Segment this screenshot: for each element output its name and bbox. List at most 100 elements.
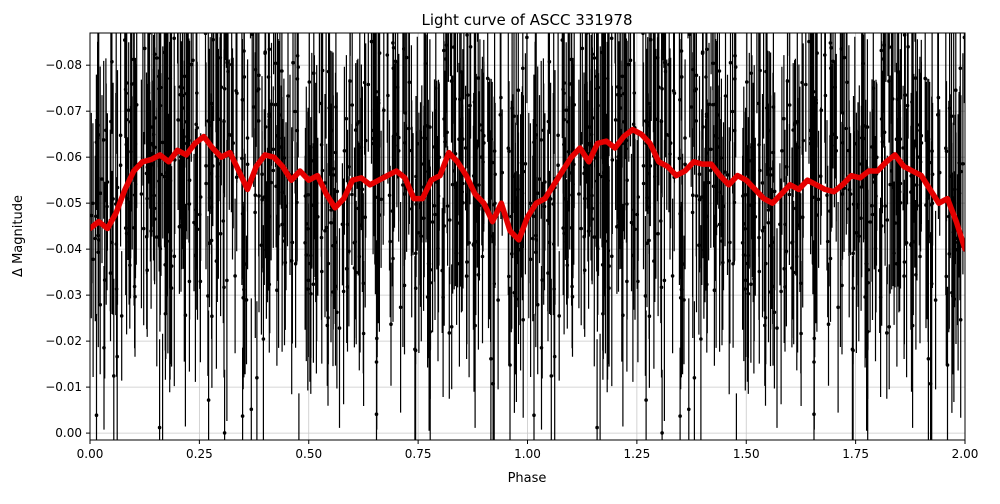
- data-point: [104, 128, 108, 133]
- data-point: [163, 82, 168, 86]
- data-point: [97, 238, 101, 242]
- data-point: [758, 168, 762, 173]
- data-point: [885, 331, 889, 335]
- data-point: [146, 102, 150, 106]
- data-point: [898, 137, 903, 141]
- data-point: [551, 202, 556, 206]
- data-point: [953, 187, 957, 192]
- data-point: [617, 118, 621, 123]
- data-point: [707, 102, 711, 107]
- data-point: [157, 425, 162, 430]
- data-point: [745, 80, 749, 84]
- data-point: [371, 136, 375, 141]
- data-point: [219, 85, 224, 89]
- data-point: [240, 212, 245, 216]
- data-point: [242, 49, 246, 53]
- data-point: [927, 160, 932, 165]
- data-point: [510, 174, 515, 178]
- data-point: [714, 224, 718, 228]
- data-point: [264, 248, 269, 252]
- data-point: [310, 159, 314, 163]
- data-point: [488, 234, 493, 238]
- data-point: [307, 80, 312, 84]
- data-point: [275, 288, 279, 293]
- data-point: [510, 106, 514, 110]
- y-tick-label: −0.02: [45, 334, 82, 348]
- data-point: [100, 177, 104, 181]
- data-point: [492, 149, 497, 153]
- data-point: [914, 273, 918, 277]
- data-point: [215, 174, 220, 179]
- data-point: [449, 79, 454, 83]
- data-point: [452, 169, 457, 173]
- data-point: [112, 374, 116, 378]
- data-point: [910, 100, 914, 104]
- data-point: [166, 164, 170, 168]
- data-point: [149, 229, 153, 233]
- data-point: [423, 61, 428, 66]
- data-point: [269, 102, 274, 107]
- data-point: [152, 132, 156, 137]
- data-point: [407, 126, 411, 131]
- data-point: [944, 149, 949, 153]
- data-point: [692, 88, 697, 93]
- data-point: [222, 87, 227, 91]
- data-point: [145, 196, 149, 201]
- data-point: [692, 376, 697, 380]
- data-point: [363, 138, 368, 143]
- data-point: [118, 133, 123, 138]
- data-point: [709, 168, 713, 173]
- data-point: [772, 189, 777, 194]
- data-point: [391, 66, 396, 71]
- data-point: [662, 60, 667, 65]
- data-point: [184, 91, 189, 96]
- data-point: [589, 144, 593, 148]
- data-point: [906, 45, 910, 49]
- x-axis-ticks: 0.00 0.25 0.50 0.75 1.00 1.25 1.50 1.75 2.00: [77, 440, 978, 461]
- data-point: [430, 220, 435, 224]
- data-point: [328, 127, 333, 132]
- data-point: [480, 254, 485, 259]
- data-point: [782, 116, 786, 121]
- data-point: [452, 45, 456, 49]
- data-point: [590, 193, 594, 198]
- data-point: [353, 128, 358, 132]
- data-point: [374, 412, 379, 417]
- data-point: [371, 128, 375, 133]
- data-point: [476, 273, 481, 277]
- data-point: [607, 264, 611, 268]
- data-point: [197, 212, 202, 217]
- data-point: [457, 137, 461, 141]
- data-point: [345, 222, 350, 227]
- data-point: [610, 158, 615, 162]
- data-point: [515, 187, 520, 192]
- data-point: [332, 246, 337, 251]
- data-point: [132, 284, 137, 289]
- data-point: [620, 74, 624, 79]
- data-point: [404, 55, 409, 60]
- data-point: [804, 82, 808, 87]
- data-point: [746, 292, 751, 296]
- data-point: [280, 190, 285, 194]
- data-point: [741, 194, 745, 198]
- data-point: [448, 218, 452, 222]
- data-point: [879, 48, 884, 53]
- data-point: [709, 147, 713, 152]
- data-point: [182, 74, 187, 79]
- data-point: [333, 240, 338, 244]
- data-point: [923, 76, 927, 81]
- data-point: [652, 259, 656, 263]
- data-point: [245, 136, 250, 140]
- data-point: [482, 141, 486, 145]
- data-point: [668, 141, 673, 145]
- data-point: [161, 140, 165, 145]
- data-point: [268, 214, 272, 219]
- data-point: [372, 107, 377, 112]
- data-point: [719, 156, 724, 160]
- data-point: [101, 138, 106, 142]
- data-point: [475, 201, 480, 206]
- data-point: [592, 56, 597, 60]
- data-point: [119, 314, 124, 318]
- data-point: [347, 249, 351, 254]
- data-point: [957, 161, 961, 165]
